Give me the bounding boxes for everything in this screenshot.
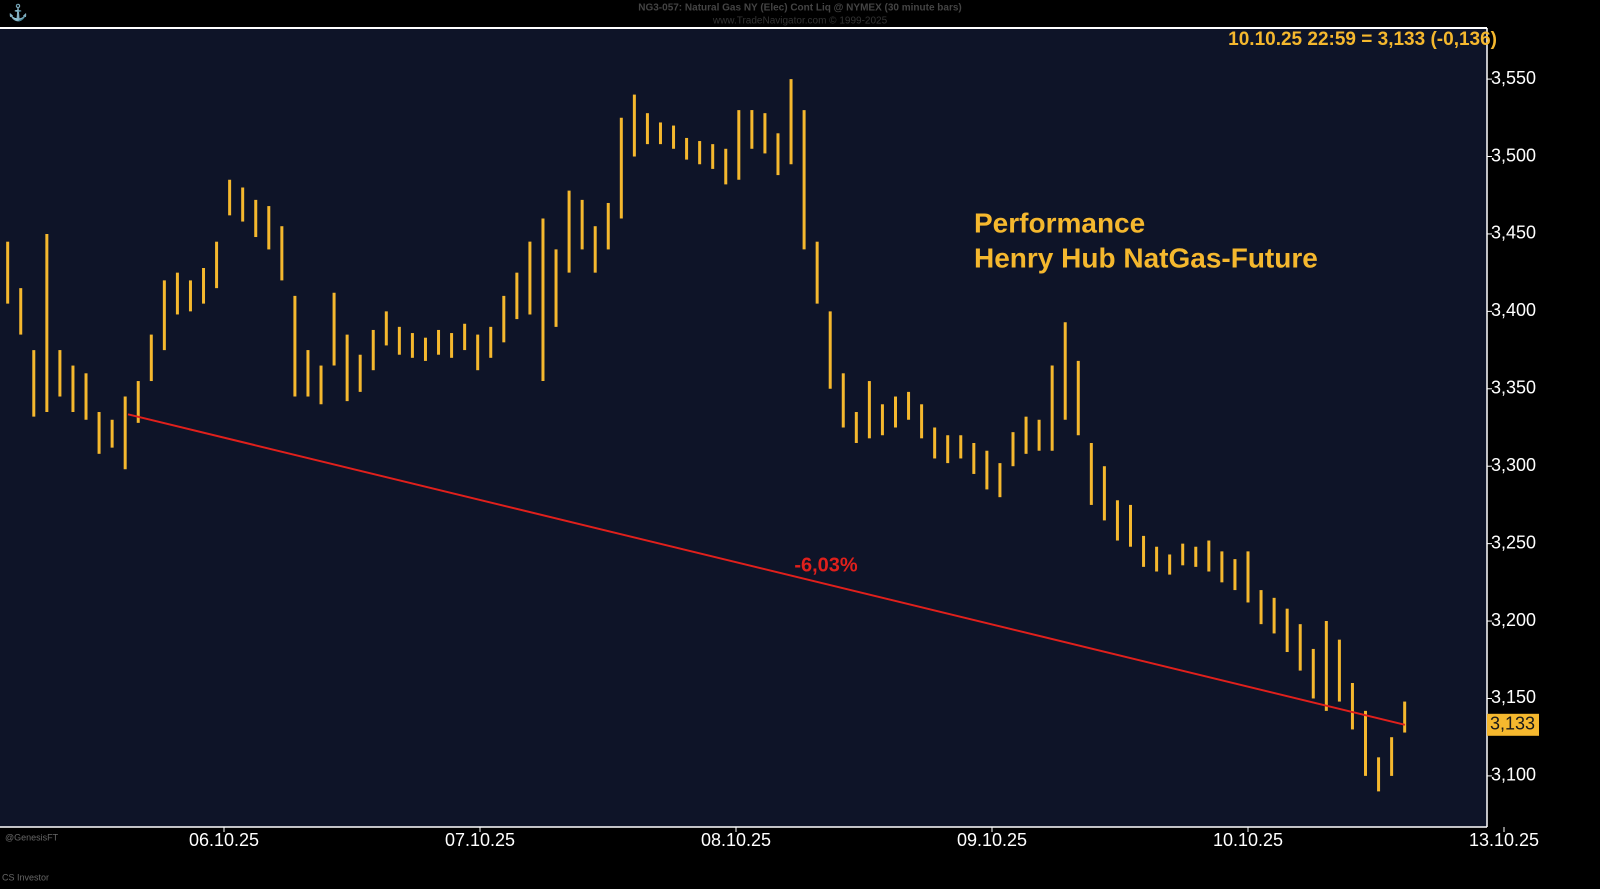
x-tick-label: 09.10.25 xyxy=(957,830,1027,850)
x-tick-label: 13.10.25 xyxy=(1469,830,1539,850)
y-tick-label: 3,250 xyxy=(1491,532,1536,552)
trend-label: -6,03% xyxy=(794,554,858,576)
last-value-label: 3,133 xyxy=(1490,714,1535,734)
y-tick-label: 3,300 xyxy=(1491,455,1536,475)
x-tick-label: 10.10.25 xyxy=(1213,830,1283,850)
annotation: Henry Hub NatGas-Future xyxy=(974,242,1318,273)
plot-area xyxy=(0,28,1487,827)
footer: @GenesisFT xyxy=(5,832,59,842)
chart-title: NG3-057: Natural Gas NY (Elec) Cont Liq … xyxy=(638,3,962,14)
y-tick-label: 3,150 xyxy=(1491,687,1536,707)
x-tick-label: 08.10.25 xyxy=(701,830,771,850)
y-tick-label: 3,350 xyxy=(1491,378,1536,398)
y-tick-label: 3,550 xyxy=(1491,68,1536,88)
y-tick-label: 3,450 xyxy=(1491,223,1536,243)
last-value-box xyxy=(1487,713,1539,736)
y-tick-label: 3,400 xyxy=(1491,300,1536,320)
footer: CS Investor xyxy=(2,872,49,882)
y-tick-label: 3,500 xyxy=(1491,145,1536,165)
x-tick-label: 06.10.25 xyxy=(189,830,259,850)
trend-line xyxy=(127,413,1406,726)
status-label: 10.10.25 22:59 = 3,133 (-0,136) xyxy=(1228,29,1497,50)
logo-icon: ⚓ xyxy=(8,3,28,22)
chart-subtitle: www.TradeNavigator.com © 1999-2025 xyxy=(712,16,888,27)
annotation: Performance xyxy=(974,207,1145,238)
y-tick-label: 3,200 xyxy=(1491,610,1536,630)
y-tick-label: 3,100 xyxy=(1491,765,1536,785)
x-tick-label: 07.10.25 xyxy=(445,830,515,850)
